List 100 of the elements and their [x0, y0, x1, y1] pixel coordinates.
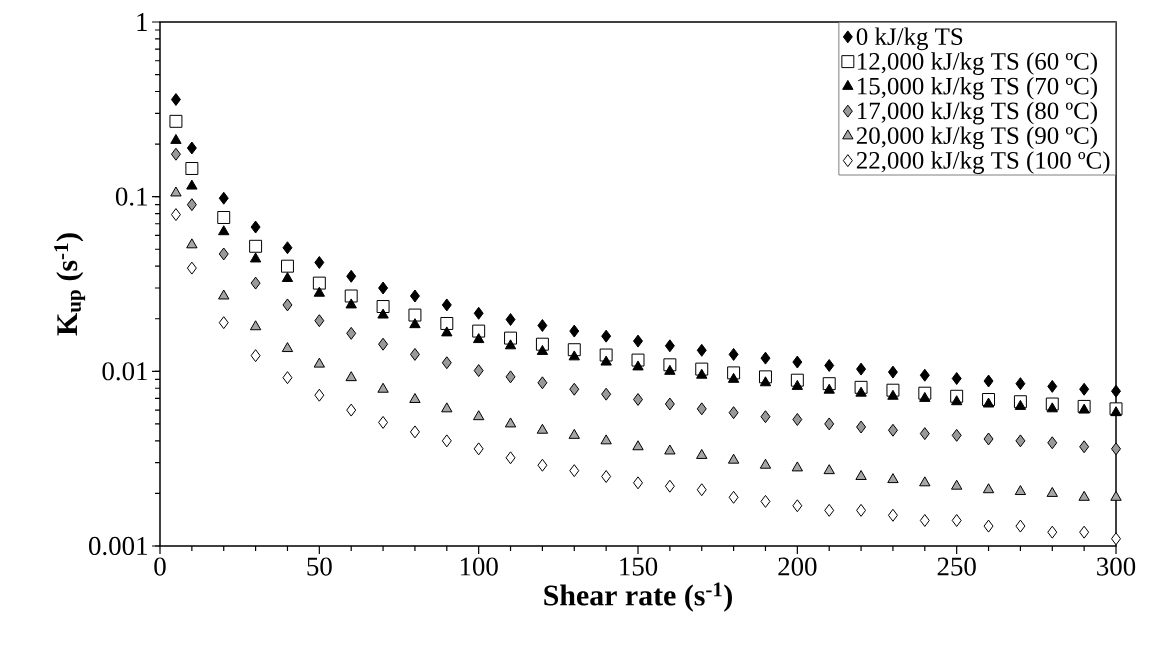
point: [537, 458, 548, 472]
point: [409, 425, 420, 439]
point: [1079, 525, 1090, 539]
point: [186, 198, 197, 212]
point: [696, 448, 708, 459]
point: [696, 343, 707, 357]
point: [536, 423, 549, 434]
x-tick-label: 100: [460, 557, 498, 576]
legend-label: 22,000 kJ/kg TS (100 ºC): [856, 151, 1110, 174]
point: [951, 514, 962, 527]
point: [568, 350, 580, 361]
point: [1110, 490, 1122, 501]
point: [1079, 382, 1090, 396]
point: [856, 362, 867, 376]
x-tick-label: 0: [154, 557, 166, 576]
point: [282, 241, 293, 255]
point: [1014, 485, 1027, 496]
point: [186, 238, 198, 249]
legend-label: 20,000 kJ/kg TS (90 ºC): [856, 126, 1097, 150]
point: [760, 494, 771, 508]
legend-label: 0 kJ/kg TS: [856, 27, 963, 51]
y-tick-label: 1: [137, 13, 147, 31]
point: [887, 508, 898, 522]
point: [312, 276, 326, 290]
point: [633, 476, 643, 490]
legend-label: 15,000 kJ/kg TS (70 ºC): [857, 76, 1097, 100]
point: [249, 320, 262, 331]
point: [250, 276, 261, 290]
point: [218, 247, 229, 261]
point: [760, 410, 771, 424]
y-tick-label: 0.01: [102, 362, 147, 381]
point: [983, 374, 994, 388]
point: [824, 359, 835, 372]
point: [601, 387, 612, 401]
point: [982, 483, 995, 494]
x-axis-title: Shear rate (s$^{-1}$): [544, 582, 732, 612]
x-tick-label: 250: [937, 557, 976, 576]
point: [664, 479, 675, 493]
point: [664, 339, 675, 353]
point: [792, 499, 803, 513]
x-tick-label: 50: [307, 557, 332, 576]
point: [186, 261, 197, 275]
point: [982, 397, 995, 408]
point: [664, 444, 676, 455]
point: [1046, 486, 1058, 497]
point: [537, 376, 548, 390]
point: [218, 225, 230, 236]
point: [601, 470, 612, 483]
point: [250, 349, 261, 363]
point: [1111, 442, 1121, 456]
point: [250, 220, 261, 234]
point: [601, 329, 612, 343]
point: [186, 141, 197, 155]
point: [170, 93, 181, 106]
point: [409, 318, 421, 329]
point: [505, 313, 516, 327]
point: [919, 514, 930, 527]
point: [696, 402, 707, 416]
y-tick-label: 0.1: [115, 187, 147, 206]
point: [824, 417, 835, 431]
point: [600, 434, 612, 445]
point: [1111, 384, 1121, 398]
point: [1015, 434, 1026, 448]
point: [314, 256, 325, 269]
x-tick-label: 300: [1097, 557, 1136, 576]
point: [281, 272, 294, 282]
point: [409, 289, 420, 303]
y-axis-title: K$_{up}$ (s$^{-1}$): [54, 233, 86, 336]
point: [186, 179, 198, 190]
point: [728, 347, 739, 361]
point: [919, 476, 931, 487]
x-tick-label: 200: [778, 557, 817, 576]
point: [633, 334, 643, 348]
point: [282, 371, 293, 385]
point: [170, 133, 182, 144]
point: [600, 355, 612, 366]
point: [759, 458, 772, 469]
point: [313, 286, 326, 297]
point: [344, 289, 358, 303]
point: [696, 483, 707, 497]
point: [409, 347, 420, 361]
point: [1047, 379, 1058, 393]
point: [919, 391, 931, 402]
point: [760, 351, 771, 365]
point: [856, 503, 867, 517]
legend-label: 12,000 kJ/kg TS (60 ºC): [857, 52, 1097, 75]
point: [951, 372, 962, 385]
point: [314, 314, 325, 328]
point: [314, 388, 325, 402]
point: [1078, 490, 1090, 501]
point: [569, 464, 580, 478]
point: [792, 413, 803, 426]
point: [505, 451, 516, 465]
point: [568, 428, 580, 439]
point: [823, 464, 835, 475]
point: [185, 162, 199, 175]
point: [1015, 519, 1026, 533]
point: [855, 386, 867, 397]
point: [473, 306, 484, 320]
point: [569, 324, 580, 338]
